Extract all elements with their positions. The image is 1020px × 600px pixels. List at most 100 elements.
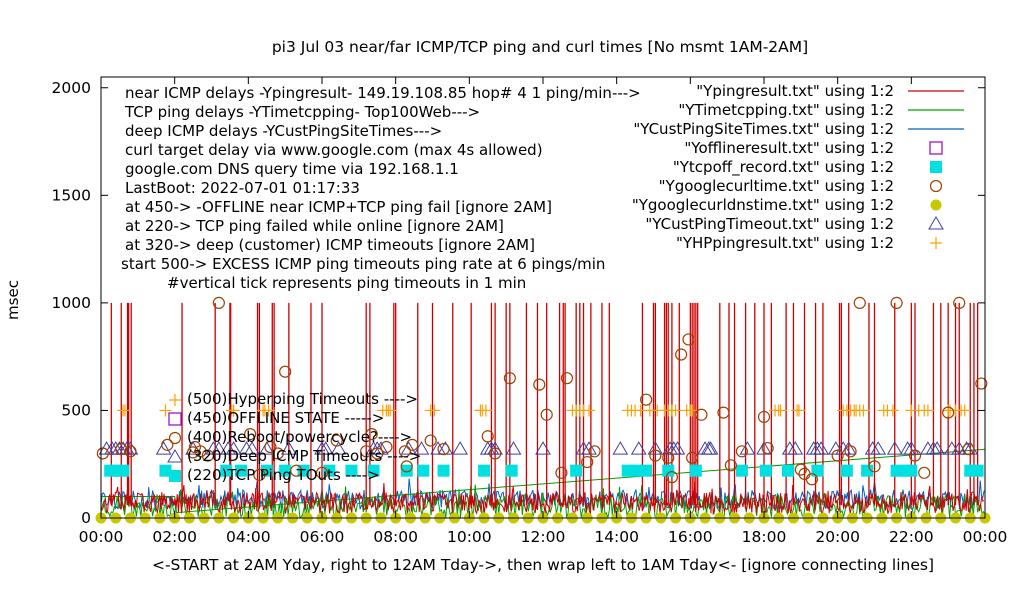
inner-legend-label: (320)Deep ICMP Timeouts ----> (187, 447, 421, 465)
y-tick-label: 1500 (52, 186, 91, 204)
legend-label: "Ytcpoff_record.txt" using 1:2 (673, 158, 894, 177)
series-point-custtimeout (702, 441, 719, 455)
y-tick-label: 2000 (52, 79, 91, 97)
legend-label: "Ypingresult.txt" using 1:2 (696, 82, 894, 100)
series-point-curltime (724, 459, 737, 472)
series-point-custtimeout (886, 441, 903, 455)
series-point-curltime (757, 410, 771, 423)
series-point-hpping (886, 404, 899, 417)
series-point-hpping (428, 404, 441, 417)
series-point-hpping (384, 404, 397, 417)
x-tick-label: 20:00 (815, 528, 860, 546)
series-point-tcpoff (890, 464, 903, 477)
series-point-tcpoff (629, 464, 642, 477)
series-point-custtimeout (669, 441, 686, 455)
series-point-tcpoff (437, 464, 450, 477)
series-point-curltime (649, 449, 662, 462)
y-tick-label: 1000 (52, 294, 91, 312)
series-point-curltime (942, 406, 955, 419)
annotation-line: near ICMP delays -Ypingresult- 149.19.10… (125, 84, 641, 102)
series-point-curltime (533, 378, 546, 391)
series-point-curltime (212, 296, 225, 309)
series-point-tcpoff (478, 464, 491, 477)
series-point-tcpoff (861, 464, 874, 477)
legend-swatch (929, 141, 943, 155)
annotation-line: at 220-> TCP ping failed while online [i… (125, 217, 504, 235)
series-point-tcpoff (234, 464, 247, 477)
legend-label: "Yofflineresult.txt" using 1:2 (684, 139, 894, 157)
series-point-hpping (669, 404, 682, 417)
series-point-tcpoff (279, 464, 292, 477)
legend-swatch (928, 216, 944, 230)
series-point-curltime (481, 430, 494, 443)
series-point-tcpoff (323, 464, 336, 477)
legend-label: "YCustPingTimeout.txt" using 1:2 (645, 215, 894, 233)
series-point-curltime (503, 372, 516, 385)
legend: "Ypingresult.txt" using 1:2"YTimetcpping… (632, 82, 964, 252)
series-point-curltime (124, 445, 137, 458)
series-point-hpping (262, 404, 275, 417)
series-point-custtimeout (840, 441, 857, 455)
series-point-tcpoff (689, 464, 702, 477)
series-point-custtimeout (413, 441, 430, 455)
series-point-curltime (424, 434, 437, 447)
series-point-hpping (857, 404, 870, 417)
inner-legend-marker (167, 449, 183, 463)
series-point-curltime (665, 471, 679, 484)
inner-legend-label: (400)Reboot/powercycle?----> (187, 428, 412, 446)
series-point-curltime (264, 440, 277, 454)
series-point-curltime (380, 440, 393, 454)
x-tick-label: 00:00 (79, 528, 124, 546)
series-point-custtimeout (813, 441, 829, 455)
series-point-custtimeout (787, 441, 804, 455)
series-point-tcpoff (905, 464, 918, 477)
series-point-custtimeout (505, 441, 522, 455)
annotation-line: at 450-> -OFFLINE near ICMP+TCP ping fai… (125, 198, 552, 216)
series-point-custtimeout (739, 441, 756, 455)
series-point-curltime (96, 447, 109, 460)
series-point-curltime (244, 428, 257, 441)
series-point-custtimeout (452, 441, 468, 455)
series-point-custtimeout (612, 441, 629, 455)
series-point-curltime (161, 438, 174, 451)
series-line-pingresult (100, 481, 985, 516)
series-point-curltime (437, 443, 450, 456)
series-point-tcpoff (159, 464, 172, 477)
series-point-curltime (371, 447, 384, 460)
series-point-hpping (118, 404, 131, 417)
series-point-curltime (186, 446, 200, 459)
series-point-curltime (662, 451, 675, 464)
series-point-curltime (115, 443, 128, 456)
series-point-curltime (682, 333, 695, 346)
annotation-line: LastBoot: 2022-07-01 01:17:33 (125, 179, 360, 197)
series-point-curltime (271, 447, 284, 460)
axes-layer: 0 500 1000 1500 2000 00:00 02:00 04:00 06:00 08:0… (52, 77, 1007, 546)
series-point-curltime (253, 468, 266, 482)
series-point-hpping (479, 404, 492, 417)
series-point-curltime (400, 460, 413, 473)
series-point-curltime (365, 428, 378, 441)
series-point-custtimeout (244, 441, 260, 455)
legend-label: "YCustPingSiteTimes.txt" using 1:2 (633, 120, 894, 138)
series-point-curltime (735, 445, 749, 458)
inner-legend-marker (168, 431, 182, 445)
series-point-custtimeout (330, 441, 347, 455)
x-tick-label: 12:00 (521, 528, 566, 546)
series-point-curltime (908, 449, 922, 462)
x-tick-label: 22:00 (889, 528, 934, 546)
x-tick-label: 04:00 (226, 528, 271, 546)
plot-frame (100, 76, 986, 519)
series-point-custtimeout (258, 441, 275, 455)
series-point-curltime (194, 445, 207, 458)
series-point-curltime (761, 441, 774, 455)
series-point-curltime (290, 464, 303, 477)
series-point-hpping (958, 404, 971, 417)
series-point-tcpoff (220, 464, 233, 477)
x-tick-label: 02:00 (152, 528, 197, 546)
x-tick-label: 06:00 (300, 528, 345, 546)
series-point-curltime (560, 372, 574, 385)
series-point-curltime (406, 438, 419, 451)
series-point-custtimeout (756, 441, 772, 455)
series-point-curltime (640, 393, 653, 406)
